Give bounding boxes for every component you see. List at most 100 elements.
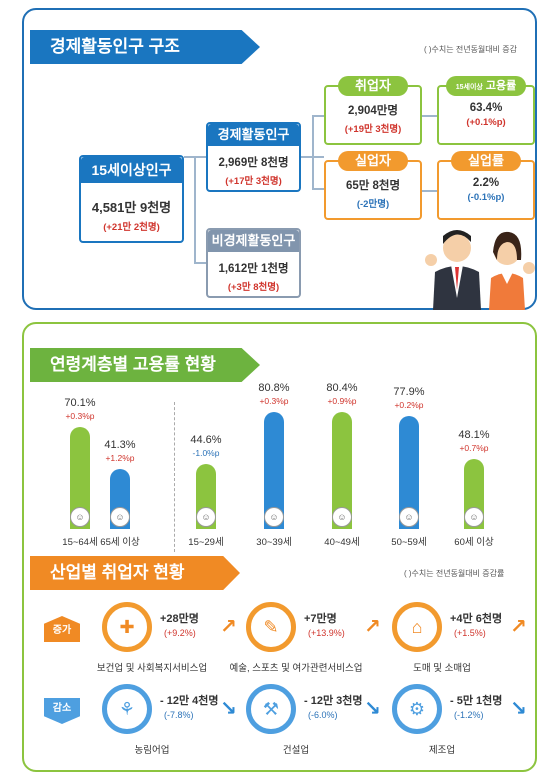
industry-change-pct: (+9.2%) (164, 628, 196, 638)
industry-change-pct: (+1.5%) (454, 628, 486, 638)
industry-change-pct: (+13.9%) (308, 628, 345, 638)
age-group-divider (174, 402, 175, 552)
box-change: (+17만 3천명) (225, 176, 282, 187)
trend-down-icon: ↘ (510, 698, 527, 720)
increase-tag-label: 증가 (52, 625, 72, 636)
age-bar-value: 44.6% (190, 434, 222, 447)
person-document-icon: ☺ (110, 507, 130, 527)
trend-up-icon: ↗ (220, 616, 237, 638)
box-value: 65만 8천명 (345, 180, 401, 192)
age-bar (399, 416, 419, 529)
age-bar (70, 427, 90, 529)
box-change: (+0.1%p) (466, 117, 506, 128)
economically-active-box: 경제활동인구 2,969만 8천명 (+17만 3천명) (206, 122, 301, 192)
box-change: (-2만명) (356, 199, 390, 210)
age-bar-value: 70.1% (64, 397, 96, 410)
age-bar-change: +0.3%p (259, 395, 289, 406)
box-change: (+3만 8천명) (227, 282, 280, 293)
industry-name: 예술, 스포츠 및 여가관련서비스업 (229, 663, 363, 674)
trend-up-icon: ↗ (364, 616, 381, 638)
trend-up-icon: ↗ (510, 616, 527, 638)
person-document-icon: ☺ (332, 507, 352, 527)
age-bar-change: +0.2%p (394, 400, 424, 411)
age-bar-change: -1.0%p (192, 448, 220, 459)
connector (194, 262, 206, 264)
box-header: 실업자 (338, 151, 408, 171)
age-bar-change: +0.3%p (65, 411, 95, 422)
industry-change-value: +4만 6천명 (450, 613, 503, 625)
industry-change-value: - 12만 4천명 (160, 695, 219, 707)
industry-name: 농림어업 (134, 745, 170, 756)
box-header: 실업률 (451, 151, 521, 171)
box-header: 경제활동인구 (208, 124, 299, 146)
person-document-icon: ☺ (399, 507, 419, 527)
art-palette-icon: ✎ (246, 602, 296, 652)
person-document-icon: ☺ (196, 507, 216, 527)
unemployment-rate-box: 실업률 2.2% (-0.1%p) (437, 151, 535, 220)
industry-note: ( )수치는 전년동월대비 증감률 (404, 569, 505, 578)
age-bar-label: 65세 이상 (100, 537, 140, 548)
age-bar-value: 48.1% (458, 429, 490, 442)
industry-name: 건설업 (282, 745, 310, 756)
box-header: 취업자 (338, 76, 408, 96)
industry-name: 도매 및 소매업 (413, 663, 471, 674)
age-bar (332, 412, 352, 529)
person-document-icon: ☺ (264, 507, 284, 527)
age-bar-label: 50~59세 (391, 537, 427, 548)
person-document-icon: ☺ (464, 507, 484, 527)
industry-change-pct: (-1.2%) (454, 710, 484, 720)
box-value: 2.2% (472, 177, 500, 189)
age-bar-label: 15~29세 (188, 537, 224, 548)
employment-rate-box: 15세이상 고용률 63.4% (+0.1%p) (437, 76, 535, 145)
box-header: 비경제활동인구 (208, 230, 299, 252)
industry-change-value: +7만명 (304, 613, 337, 625)
decrease-tag-label: 감소 (52, 703, 72, 714)
age-bar-change: +0.7%p (459, 443, 489, 454)
age-bar-label: 60세 이상 (454, 537, 494, 548)
population-15plus-box: 15세이상인구 4,581만 9천명 (+21만 2천명) (79, 155, 184, 243)
box-change: (-0.1%p) (467, 192, 505, 203)
connector (312, 115, 324, 190)
industry-name: 보건업 및 사회복지서비스업 (96, 663, 208, 674)
age-bar-label: 30~39세 (256, 537, 292, 548)
box-header-small: 15세이상 (455, 84, 483, 91)
medical-kit-icon: ✚ (102, 602, 152, 652)
economically-inactive-box: 비경제활동인구 1,612만 1천명 (+3만 8천명) (206, 228, 301, 298)
section-title-industry: 산업별 취업자 현황 (30, 556, 240, 590)
age-bar-change: +0.9%p (327, 396, 357, 407)
box-change: (+21만 2천명) (103, 222, 160, 233)
age-bar (264, 411, 284, 529)
wheat-icon: ⚘ (102, 684, 152, 734)
excavator-icon: ⚒ (246, 684, 296, 734)
structure-note: ( )수치는 전년동월대비 증감 (424, 45, 517, 54)
box-value: 1,612만 1천명 (218, 263, 289, 275)
industry-change-value: - 12만 3천명 (304, 695, 363, 707)
box-value: 4,581만 9천명 (91, 200, 172, 215)
industry-name: 제조업 (428, 745, 456, 756)
connector (422, 115, 437, 117)
box-value: 2,969만 8천명 (218, 157, 289, 169)
industry-change-pct: (-6.0%) (308, 710, 338, 720)
industry-change-value: +28만명 (160, 613, 199, 625)
box-change: (+19만 3천명) (344, 124, 402, 135)
employed-box: 취업자 2,904만명 (+19만 3천명) (324, 76, 422, 145)
unemployed-box: 실업자 65만 8천명 (-2만명) (324, 151, 422, 220)
box-value: 63.4% (469, 102, 503, 114)
labor-structure-panel: 경제활동인구 구조 ( )수치는 전년동월대비 증감 15세이상인구 4,581… (22, 8, 537, 310)
increase-tag: 증가 (44, 616, 80, 642)
section-title-age: 연령계층별 고용률 현황 (30, 348, 260, 382)
trend-down-icon: ↘ (364, 698, 381, 720)
age-bar-value: 80.8% (258, 381, 290, 394)
section-title-structure: 경제활동인구 구조 (30, 30, 260, 64)
trend-down-icon: ↘ (220, 698, 237, 720)
industry-change-pct: (-7.8%) (164, 710, 194, 720)
box-value: 2,904만명 (348, 105, 398, 117)
gears-icon: ⚙ (392, 684, 442, 734)
box-header-label: 고용률 (485, 80, 517, 92)
age-bar-label: 15~64세 (62, 537, 98, 548)
age-bar-change: +1.2%p (105, 453, 135, 464)
connector (422, 190, 437, 192)
person-document-icon: ☺ (70, 507, 90, 527)
employment-details-panel: 연령계층별 고용률 현황 ☺ 70.1% +0.3%p 15~64세 ☺ 41.3% +1.… (22, 322, 537, 772)
shopping-basket-icon: ⌂ (392, 602, 442, 652)
